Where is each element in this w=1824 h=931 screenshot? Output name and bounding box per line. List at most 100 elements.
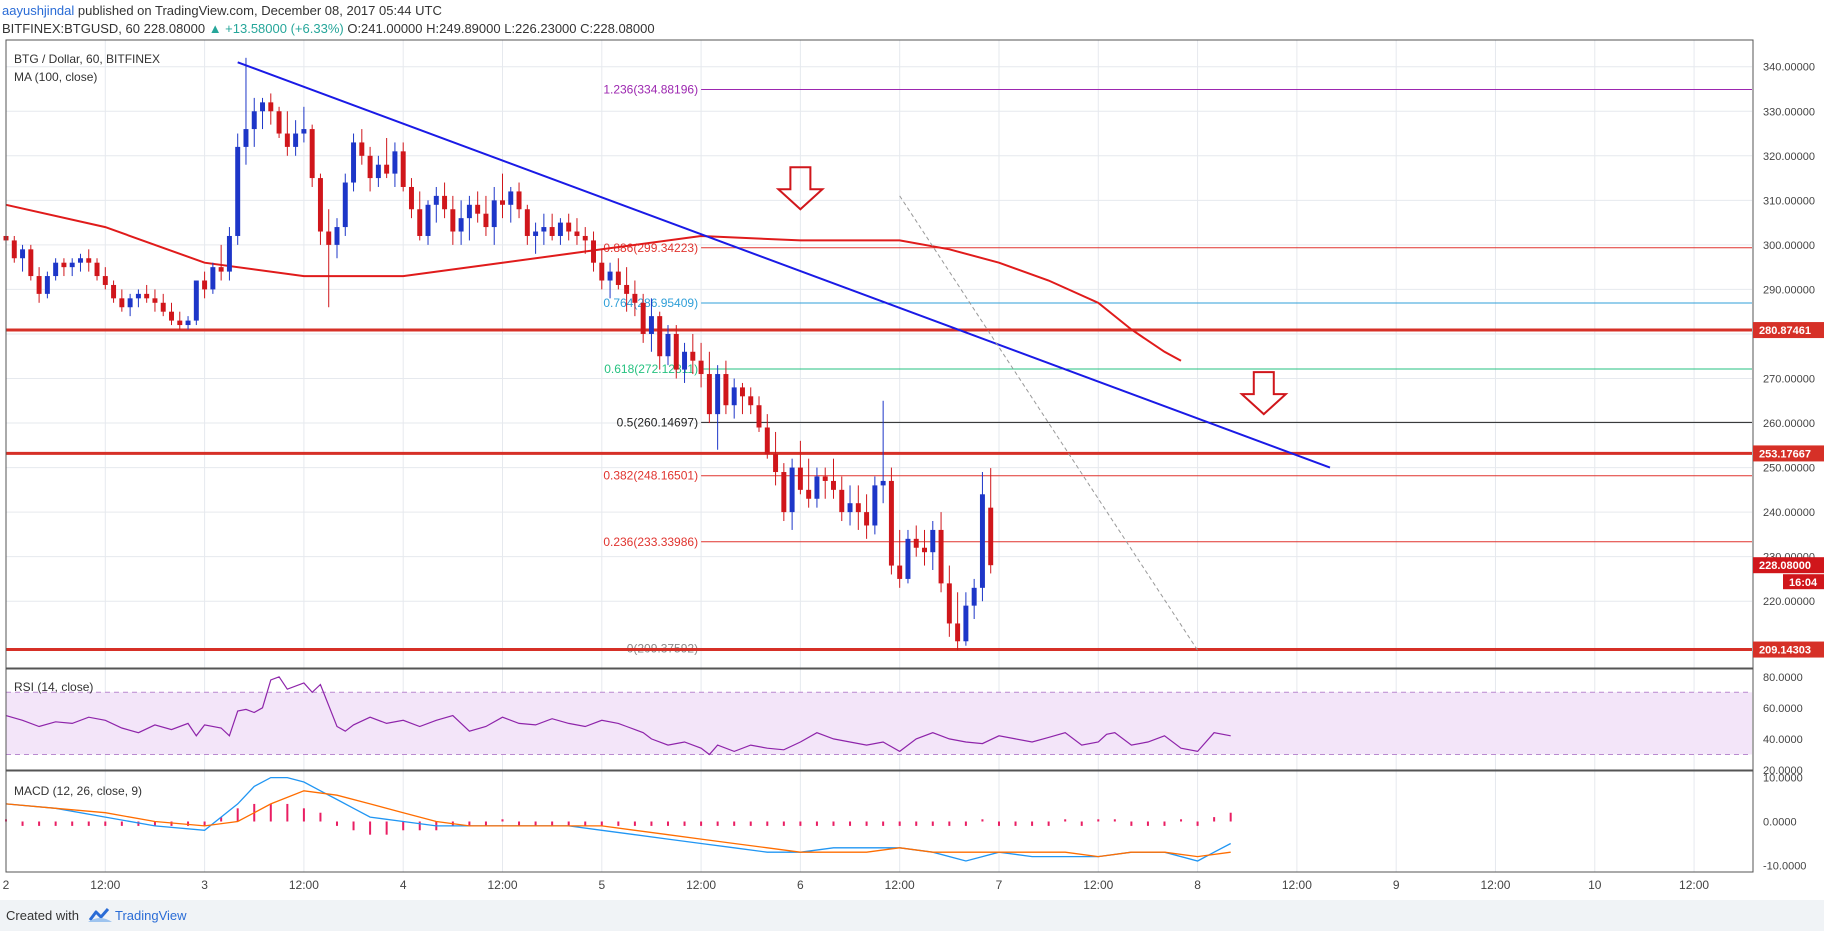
macd-histogram-bar	[650, 821, 653, 826]
macd-histogram-bar	[1196, 821, 1199, 826]
macd-histogram-bar	[666, 821, 669, 826]
candle-body	[665, 333, 671, 357]
macd-tick-label: 10.0000	[1763, 773, 1803, 785]
rsi-tick-label: 40.0000	[1763, 734, 1803, 746]
tradingview-brand-link[interactable]: TradingView	[115, 908, 187, 923]
macd-histogram-bar	[236, 808, 239, 822]
candle-body	[20, 249, 26, 259]
open-text: O:241.00000	[347, 21, 423, 36]
macd-histogram-bar	[1047, 821, 1050, 826]
candle-body	[897, 565, 903, 579]
symbol-text: BITFINEX:BTGUSD, 60	[2, 21, 140, 36]
candle-body	[442, 195, 448, 210]
macd-histogram-bar	[319, 812, 322, 822]
candle-body	[466, 204, 472, 219]
trendline	[237, 61, 1331, 469]
close-text: C:228.08000	[580, 21, 655, 36]
candle-body	[773, 454, 779, 473]
candle-body	[36, 276, 42, 294]
ma-legend: MA (100, close)	[14, 70, 97, 84]
candle-body	[28, 249, 34, 277]
candle-body	[831, 480, 836, 490]
macd-histogram-bar	[981, 819, 984, 822]
macd-histogram-bar	[54, 821, 57, 826]
last-price-text: 228.08000	[143, 21, 206, 36]
candle-body	[144, 293, 150, 299]
level-price-tag	[1753, 322, 1824, 339]
macd-histogram-bar	[964, 821, 967, 826]
macd-histogram-bar	[1213, 817, 1216, 822]
fib-level-label-0.886: 0.886(299.34223)	[603, 241, 698, 255]
macd-histogram-bar	[1097, 819, 1100, 822]
candle-body	[524, 209, 530, 236]
rsi-tick-label: 20.0000	[1763, 765, 1803, 777]
macd-histogram-bar	[997, 821, 1000, 826]
macd-histogram-bar	[1229, 812, 1232, 822]
candle-body	[756, 405, 762, 428]
macd-histogram-bar	[815, 821, 818, 826]
candle-body	[557, 222, 563, 236]
candle-body	[549, 227, 555, 236]
candle-body	[226, 235, 232, 272]
candle-body	[682, 351, 688, 370]
candle-body	[541, 227, 547, 232]
candle-body	[61, 262, 67, 268]
username-link[interactable]: aayushjindal	[2, 3, 75, 18]
candle-body	[913, 538, 919, 548]
fib-level-label-0.5: 0.5(260.14697)	[617, 415, 698, 429]
candle-body	[326, 231, 332, 245]
candle-body	[814, 476, 820, 499]
macd-histogram-bar	[418, 821, 421, 831]
pane-border	[5, 39, 1754, 669]
macd-histogram-bar	[203, 821, 206, 826]
macd-histogram-bar	[484, 821, 487, 826]
macd-histogram-bar	[766, 821, 769, 826]
macd-histogram-bar	[187, 821, 190, 826]
fib-level-label-0.764: 0.764(286.95409)	[603, 296, 698, 310]
candle-body	[94, 262, 100, 277]
down-arrow-icon	[1239, 371, 1289, 416]
candle-body	[251, 111, 257, 130]
time-tick-label: 9	[1393, 878, 1400, 892]
candle-body	[789, 467, 795, 513]
candle-body	[102, 276, 108, 285]
time-tick-label: 5	[598, 878, 605, 892]
time-tick-label: 12:00	[90, 878, 120, 892]
macd-histogram-bar	[501, 819, 504, 822]
chart-canvas[interactable]: 1.236(334.88196) 0.886(299.34223) 0.764(28…	[0, 0, 1824, 900]
rsi-pane: 20.0000 40.0000 60.0000 80.0000	[5, 672, 1803, 777]
candle-body	[657, 316, 663, 357]
rsi-line	[5, 676, 1231, 756]
time-tick-label: 12:00	[1480, 878, 1510, 892]
candle-body	[930, 529, 936, 553]
candle-body	[276, 111, 282, 134]
candle-body	[648, 316, 654, 334]
macd-histogram-bar	[1180, 819, 1183, 822]
price-tick-label: 260.00000	[1763, 418, 1815, 430]
candle-body	[690, 351, 696, 361]
candle-body	[475, 204, 481, 214]
rsi-legend: RSI (14, close)	[14, 680, 93, 694]
macd-histogram-bar	[584, 821, 587, 826]
candle-body	[491, 200, 497, 228]
macd-histogram-bar	[716, 821, 719, 826]
candle-body	[938, 529, 944, 584]
candle-body	[533, 231, 539, 236]
macd-histogram-bar	[170, 821, 173, 826]
rsi-tick-label: 60.0000	[1763, 703, 1803, 715]
candle-body	[955, 623, 961, 642]
macd-histogram-bar	[220, 817, 223, 822]
candle-body	[384, 164, 390, 174]
candle-body	[334, 227, 340, 245]
candle-body	[988, 507, 994, 566]
time-tick-label: 2	[3, 878, 10, 892]
countdown-tag-text: 16:04	[1789, 577, 1818, 589]
candle-body	[731, 387, 737, 406]
rsi-tick-label: 80.0000	[1763, 672, 1803, 684]
candle-body	[77, 258, 83, 263]
candle-body	[946, 583, 952, 624]
macd-histogram-bar	[832, 821, 835, 826]
candle-body	[351, 142, 357, 183]
macd-histogram-bar	[600, 821, 603, 826]
candle-body	[607, 271, 613, 281]
